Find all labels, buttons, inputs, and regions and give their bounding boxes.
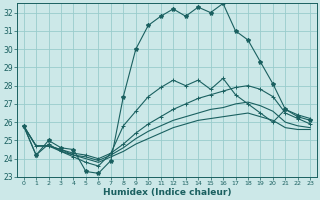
- X-axis label: Humidex (Indice chaleur): Humidex (Indice chaleur): [103, 188, 231, 197]
